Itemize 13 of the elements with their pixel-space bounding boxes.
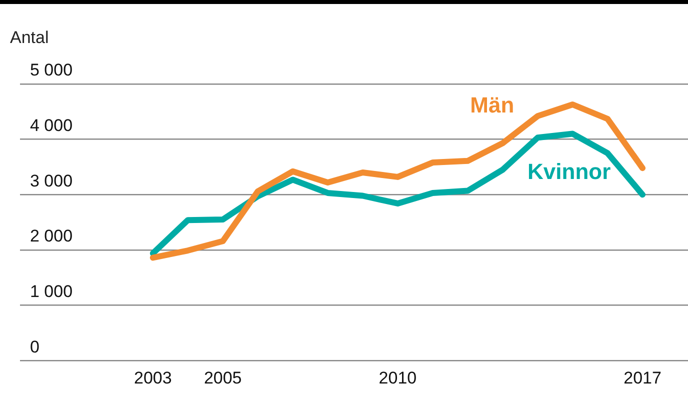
y-tick-label: 0 — [30, 337, 40, 356]
series-label: Män — [470, 92, 514, 118]
series-label: Kvinnor — [528, 158, 612, 184]
x-tick-label: 2005 — [204, 368, 242, 388]
x-tick-label: 2003 — [134, 368, 172, 388]
y-tick-label: 4 000 — [30, 116, 73, 136]
x-tick-label: 2017 — [624, 368, 662, 388]
y-tick-label: 3 000 — [30, 171, 73, 190]
y-tick-label: 1 000 — [30, 282, 73, 301]
y-tick-label: 5 000 — [30, 60, 73, 80]
x-tick-label: 2010 — [378, 368, 417, 388]
y-tick-label: 2 000 — [30, 226, 73, 246]
y-axis-title: Antal — [10, 28, 49, 48]
